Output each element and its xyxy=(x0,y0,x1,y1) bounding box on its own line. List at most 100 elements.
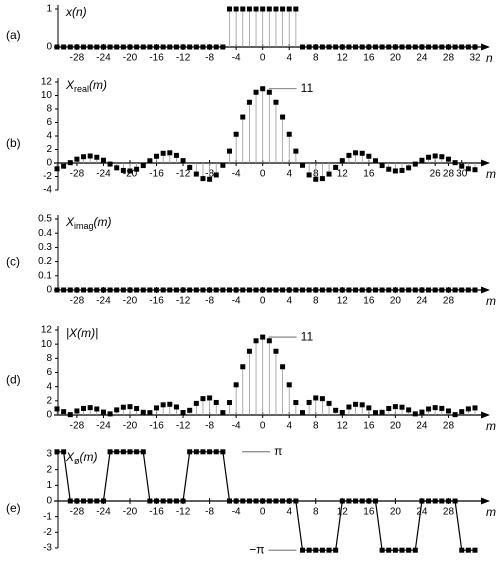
y-label-main: X xyxy=(65,78,75,92)
x-tick-label: -12 xyxy=(176,169,191,180)
marker xyxy=(54,287,60,293)
marker xyxy=(472,405,478,411)
marker xyxy=(432,287,438,293)
marker xyxy=(147,410,153,416)
marker xyxy=(87,287,93,293)
marker xyxy=(339,44,345,50)
x-tick-label: -8 xyxy=(205,53,214,64)
marker xyxy=(372,287,378,293)
marker xyxy=(187,287,193,293)
marker xyxy=(280,114,286,120)
marker xyxy=(426,287,432,293)
marker xyxy=(227,6,233,12)
marker xyxy=(207,176,213,182)
x-tick-label: 12 xyxy=(337,421,349,432)
x-tick-label: 16 xyxy=(363,507,375,518)
y-tick-label: 0.4 xyxy=(38,228,52,239)
y-tick-label: 4 xyxy=(46,131,52,142)
marker xyxy=(392,44,398,50)
marker xyxy=(167,44,173,50)
marker xyxy=(160,498,166,504)
marker xyxy=(333,44,339,50)
marker xyxy=(286,131,292,137)
marker xyxy=(465,166,471,172)
marker xyxy=(260,6,266,12)
x-tick-label: 24 xyxy=(416,421,428,432)
x-tick-label: -12 xyxy=(176,53,191,64)
marker xyxy=(432,498,438,504)
marker xyxy=(94,498,100,504)
x-tick-label: -20 xyxy=(123,53,138,64)
marker xyxy=(445,498,451,504)
marker xyxy=(246,99,252,105)
x-tick-label: 32 xyxy=(469,53,481,64)
marker xyxy=(107,449,113,455)
marker xyxy=(120,287,126,293)
marker xyxy=(173,152,179,158)
marker xyxy=(94,406,100,412)
marker xyxy=(472,547,478,553)
marker xyxy=(167,401,173,407)
marker xyxy=(399,44,405,50)
marker xyxy=(293,498,299,504)
marker xyxy=(399,287,405,293)
marker xyxy=(326,400,332,406)
marker xyxy=(386,44,392,50)
x-tick-label: 4 xyxy=(286,507,292,518)
marker xyxy=(61,409,67,415)
panel-label: (a) xyxy=(6,28,21,42)
marker xyxy=(233,131,239,137)
x-label: m xyxy=(486,167,496,181)
marker xyxy=(319,176,325,182)
marker xyxy=(459,547,465,553)
marker xyxy=(286,498,292,504)
panel-label: (d) xyxy=(6,373,21,387)
panel-label: (e) xyxy=(6,501,21,515)
marker xyxy=(200,176,206,182)
annotation: 11 xyxy=(301,81,314,95)
marker xyxy=(240,287,246,293)
x-tick-label: -16 xyxy=(149,421,164,432)
marker xyxy=(187,44,193,50)
marker xyxy=(134,44,140,50)
marker xyxy=(100,157,106,163)
x-tick-label: -24 xyxy=(96,421,111,432)
marker xyxy=(260,86,266,92)
marker xyxy=(107,411,113,417)
x-tick-label: 4 xyxy=(286,169,292,180)
marker xyxy=(273,287,279,293)
y-label-main: X xyxy=(65,215,75,229)
y-label-sub: imag xyxy=(74,221,94,231)
marker xyxy=(465,547,471,553)
y-tick-label: 10 xyxy=(41,90,53,101)
marker xyxy=(406,547,412,553)
marker xyxy=(260,334,266,340)
marker xyxy=(313,176,319,182)
x-tick-label: -12 xyxy=(176,421,191,432)
marker xyxy=(187,407,193,413)
marker xyxy=(193,44,199,50)
x-tick-label: 24 xyxy=(416,296,428,307)
x-tick-label: 8 xyxy=(313,53,319,64)
marker xyxy=(379,547,385,553)
marker xyxy=(81,405,87,411)
marker xyxy=(134,287,140,293)
marker xyxy=(240,6,246,12)
y-tick-label: 10 xyxy=(41,339,53,350)
marker xyxy=(193,171,199,177)
marker xyxy=(465,287,471,293)
marker xyxy=(81,154,87,160)
marker xyxy=(127,404,133,410)
marker xyxy=(445,287,451,293)
marker xyxy=(306,547,312,553)
x-tick-label: -12 xyxy=(176,296,191,307)
x-axis-arrow xyxy=(481,411,490,419)
marker xyxy=(94,287,100,293)
x-tick-label: 16 xyxy=(363,296,375,307)
marker xyxy=(140,287,146,293)
marker xyxy=(253,287,259,293)
marker xyxy=(67,498,73,504)
y-tick-label: 6 xyxy=(46,117,52,128)
x-tick-label: -8 xyxy=(205,296,214,307)
marker xyxy=(406,44,412,50)
